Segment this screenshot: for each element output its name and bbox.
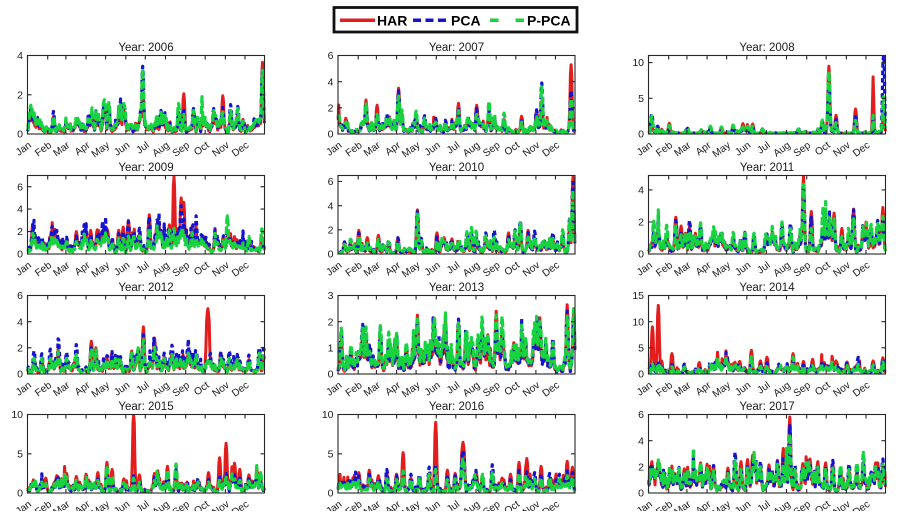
svg-text:4: 4 <box>17 50 23 62</box>
svg-text:P-PCA: P-PCA <box>527 12 571 28</box>
svg-text:0: 0 <box>638 488 644 500</box>
svg-text:Year: 2013: Year: 2013 <box>429 282 484 294</box>
svg-text:2: 2 <box>638 461 644 473</box>
svg-text:0: 0 <box>328 488 334 500</box>
svg-text:4: 4 <box>17 316 23 328</box>
svg-text:0: 0 <box>17 129 23 141</box>
svg-text:Year: 2008: Year: 2008 <box>739 42 794 54</box>
svg-text:2: 2 <box>17 226 23 238</box>
svg-text:0: 0 <box>638 249 644 261</box>
svg-text:4: 4 <box>638 185 644 197</box>
svg-text:5: 5 <box>17 448 23 460</box>
svg-text:Year: 2006: Year: 2006 <box>118 42 173 54</box>
svg-text:6: 6 <box>328 176 334 188</box>
svg-text:Year: 2016: Year: 2016 <box>429 401 484 413</box>
svg-text:Year: 2011: Year: 2011 <box>740 162 794 174</box>
svg-text:10: 10 <box>632 57 644 69</box>
svg-text:5: 5 <box>328 448 334 460</box>
svg-text:0: 0 <box>328 129 334 141</box>
svg-text:10: 10 <box>632 316 644 328</box>
svg-text:0: 0 <box>328 249 334 261</box>
svg-text:0: 0 <box>17 488 23 500</box>
svg-text:4: 4 <box>328 76 334 88</box>
svg-text:PCA: PCA <box>451 12 481 28</box>
svg-text:Year: 2014: Year: 2014 <box>739 282 795 294</box>
svg-text:10: 10 <box>322 409 334 421</box>
svg-text:5: 5 <box>638 93 644 105</box>
svg-text:10: 10 <box>11 409 23 421</box>
svg-text:2: 2 <box>638 217 644 229</box>
svg-text:0: 0 <box>638 129 644 141</box>
svg-text:Year: 2009: Year: 2009 <box>118 162 173 174</box>
svg-text:3: 3 <box>328 290 334 302</box>
svg-text:HAR: HAR <box>377 12 407 28</box>
svg-text:6: 6 <box>17 290 23 302</box>
svg-text:0: 0 <box>638 369 644 381</box>
svg-text:0: 0 <box>328 369 334 381</box>
svg-text:1: 1 <box>328 342 334 354</box>
svg-text:5: 5 <box>638 342 644 354</box>
svg-text:4: 4 <box>17 204 23 216</box>
svg-text:2: 2 <box>328 316 334 328</box>
svg-text:Year: 2007: Year: 2007 <box>429 42 484 54</box>
svg-text:6: 6 <box>328 50 334 62</box>
svg-text:2: 2 <box>17 342 23 354</box>
svg-text:Year: 2012: Year: 2012 <box>118 282 173 294</box>
svg-text:6: 6 <box>638 409 644 421</box>
svg-text:0: 0 <box>17 369 23 381</box>
svg-text:2: 2 <box>17 89 23 101</box>
svg-text:2: 2 <box>328 102 334 114</box>
svg-text:Year: 2015: Year: 2015 <box>118 401 173 413</box>
svg-text:6: 6 <box>17 181 23 193</box>
svg-text:Year: 2010: Year: 2010 <box>429 162 484 174</box>
svg-text:Year: 2017: Year: 2017 <box>739 401 794 413</box>
svg-text:2: 2 <box>328 224 334 236</box>
svg-text:15: 15 <box>632 290 644 302</box>
svg-text:0: 0 <box>17 249 23 261</box>
svg-text:4: 4 <box>328 200 334 212</box>
svg-text:4: 4 <box>638 435 644 447</box>
